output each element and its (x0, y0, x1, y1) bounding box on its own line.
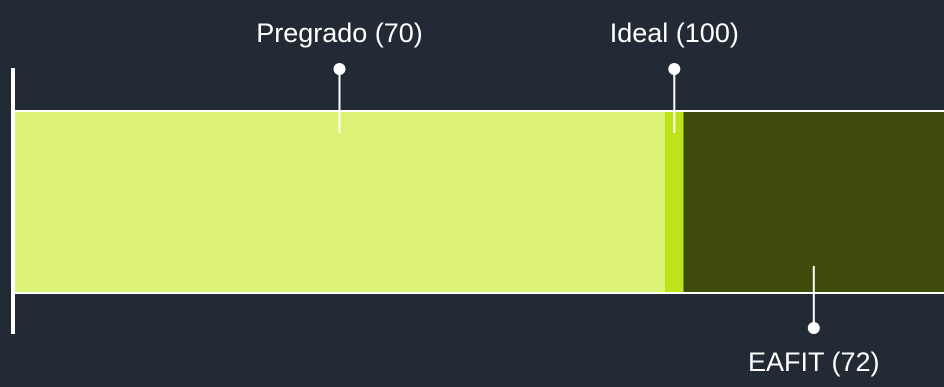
bar-segment-eafit (665, 112, 684, 292)
callout-dot-pregrado (333, 63, 346, 75)
callout-dot-eafit (807, 322, 820, 334)
callout-dot-ideal (668, 63, 681, 75)
callouts: Pregrado (70) Ideal (100) EAFIT (72) (256, 18, 879, 377)
callout-label-pregrado: Pregrado (70) (256, 18, 423, 48)
bar-segment-pregrado (14, 112, 665, 292)
bar-segments (14, 112, 944, 292)
callout-label-eafit: EAFIT (72) (748, 347, 880, 377)
callout-label-ideal: Ideal (100) (610, 18, 739, 48)
bar-segment-ideal (683, 112, 944, 292)
